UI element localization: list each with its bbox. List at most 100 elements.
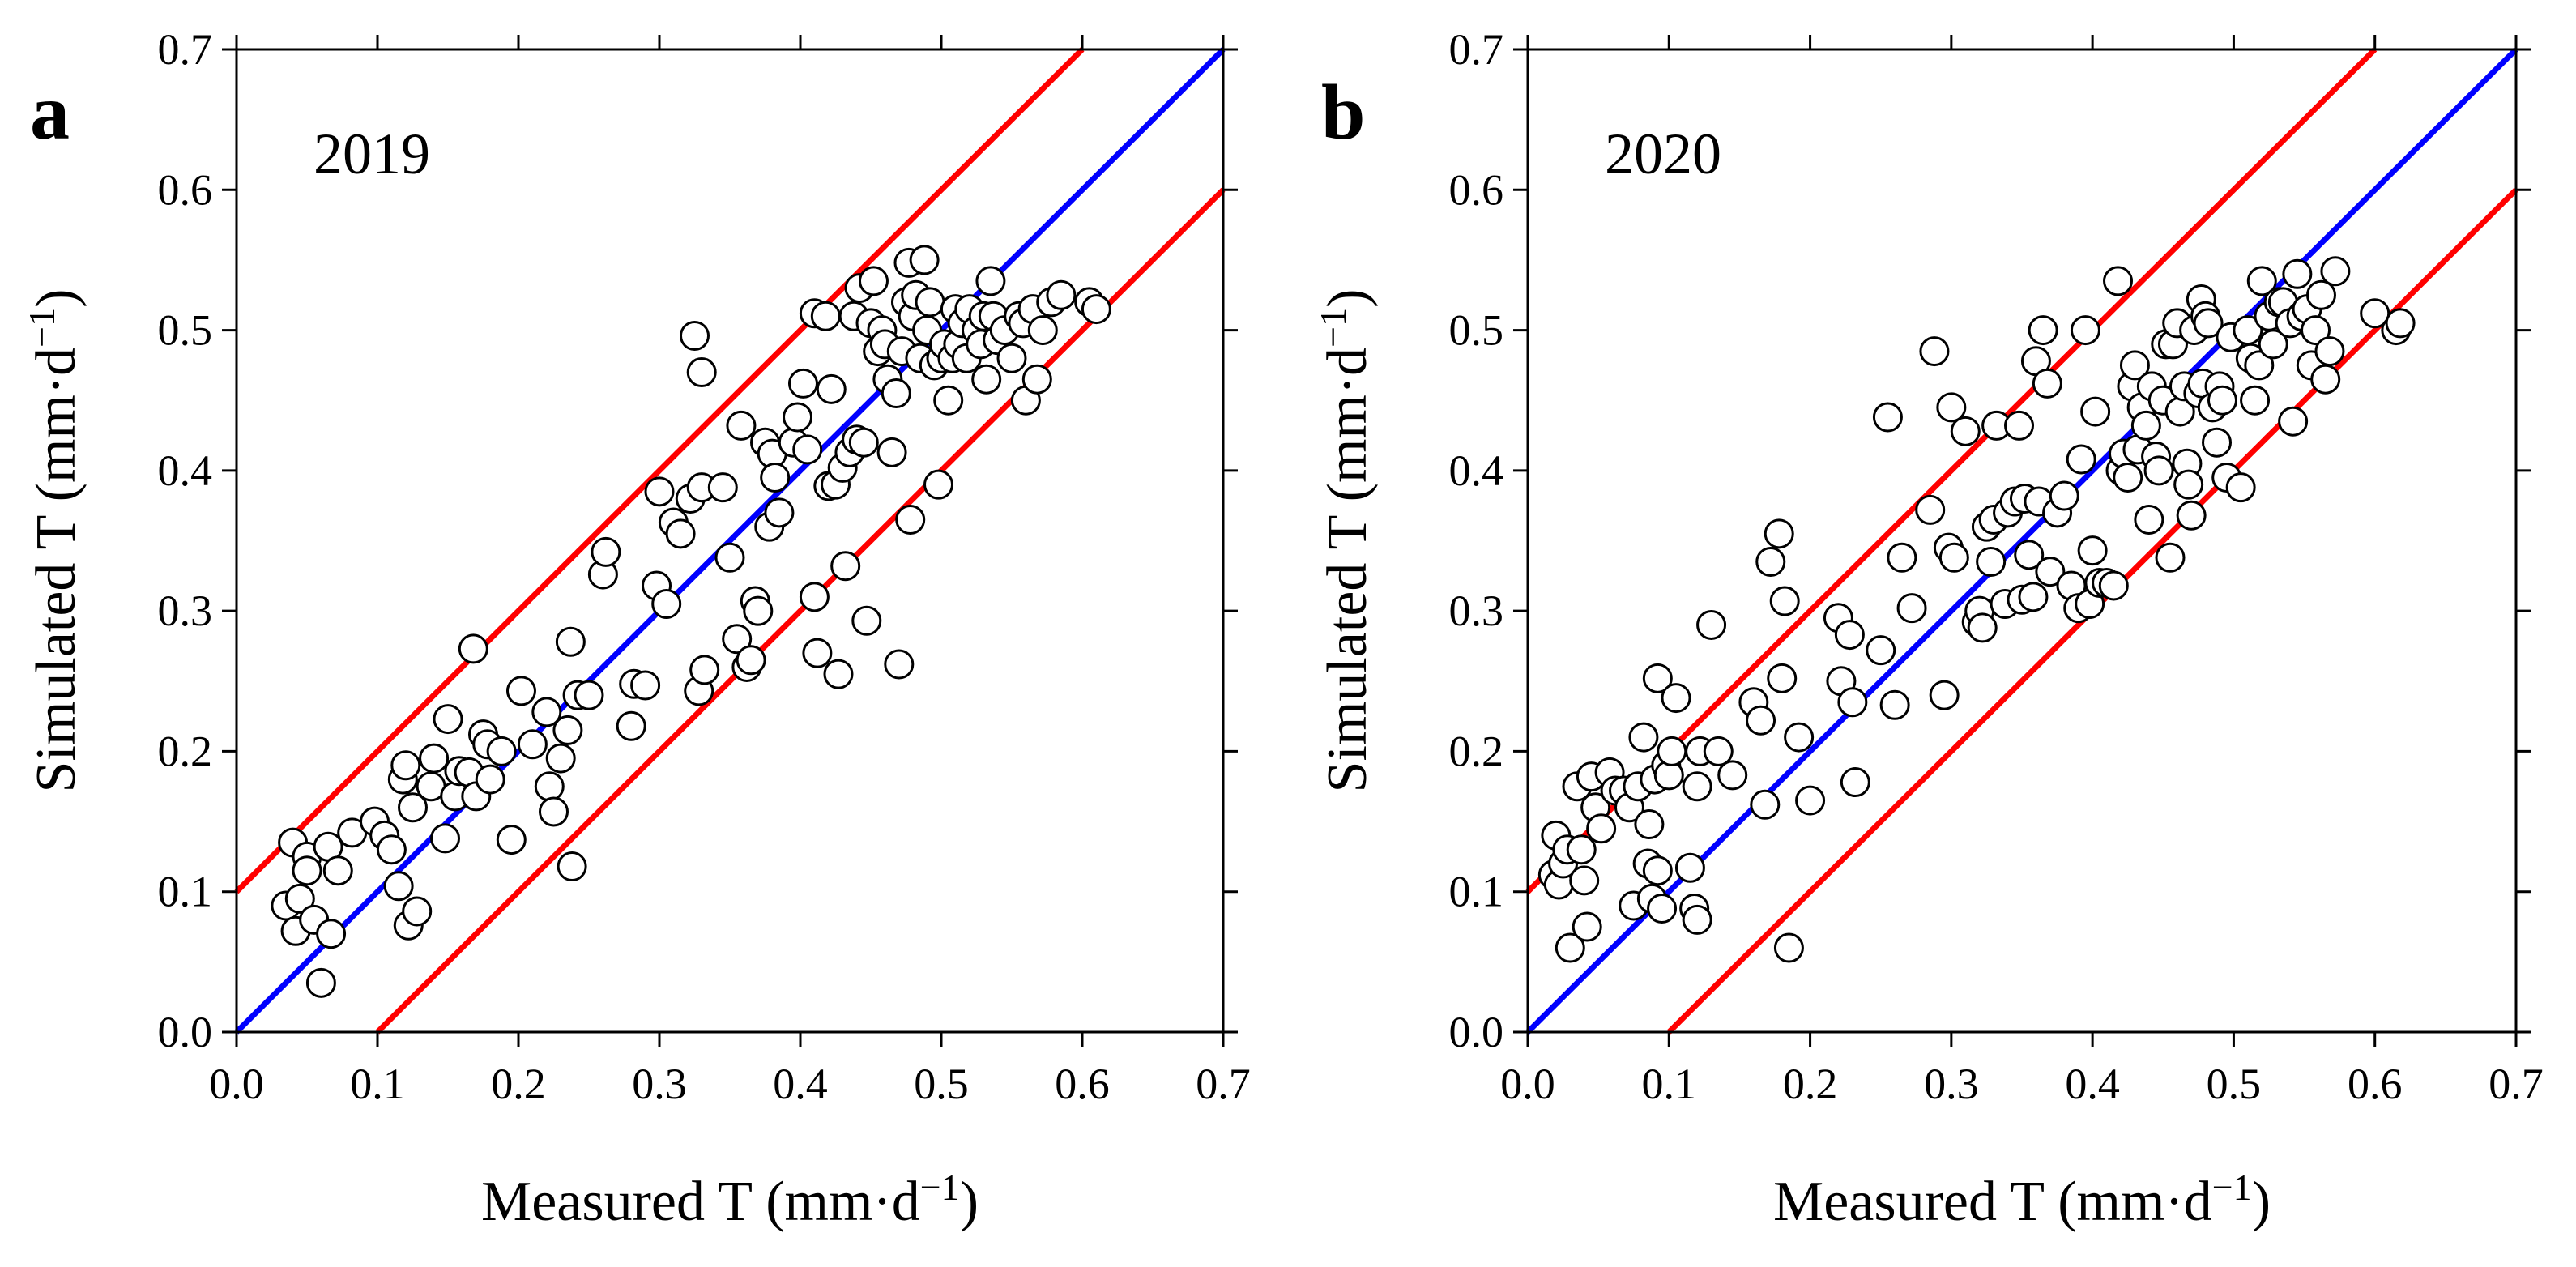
data-point: [651, 588, 682, 619]
data-point: [433, 704, 463, 735]
data-point: [376, 834, 407, 865]
data-point: [933, 385, 964, 416]
data-point: [539, 796, 569, 827]
x-tick-label: 0.3: [1924, 1060, 1979, 1108]
data-point: [830, 551, 861, 582]
data-point: [1764, 518, 1794, 549]
data-point: [2310, 364, 2341, 395]
y-tick-label: 0.3: [158, 587, 213, 635]
data-point: [2049, 480, 2079, 511]
data-point: [1755, 546, 1786, 577]
data-point: [915, 287, 945, 318]
data-point: [810, 301, 841, 331]
data-point: [823, 659, 854, 689]
data-point: [2066, 444, 2096, 475]
data-point: [458, 634, 488, 664]
data-point: [1661, 683, 1691, 714]
data-point: [1784, 722, 1815, 753]
data-point: [1682, 771, 1712, 802]
data-point: [2258, 329, 2288, 360]
y-tick-label: 0.3: [1449, 587, 1504, 635]
data-point: [851, 605, 882, 636]
data-point: [1081, 294, 1111, 325]
data-point: [722, 624, 753, 655]
data-point: [316, 919, 347, 949]
plot-frame: [1526, 48, 2518, 1034]
data-point: [517, 729, 548, 760]
data-point: [686, 357, 717, 388]
data-point: [2193, 308, 2224, 339]
data-point: [591, 536, 621, 567]
data-point: [2134, 505, 2164, 535]
data-point: [1929, 680, 1960, 710]
data-point: [2119, 350, 2150, 381]
x-tick-label: 0.6: [1055, 1060, 1110, 1108]
data-point: [1642, 855, 1673, 886]
data-point: [2320, 256, 2351, 287]
x-tick-label: 0.4: [773, 1060, 828, 1108]
data-point: [2360, 298, 2390, 329]
data-point: [726, 410, 757, 441]
data-point: [884, 649, 915, 680]
x-tick-label: 0.3: [632, 1060, 687, 1108]
data-point: [398, 792, 428, 823]
x-tick-label: 0.7: [2489, 1060, 2544, 1108]
data-point: [858, 266, 889, 296]
data-point: [2143, 455, 2174, 486]
data-point: [1750, 789, 1781, 820]
upper-bound-line: [234, 47, 1085, 894]
data-point: [783, 402, 813, 433]
data-point: [971, 364, 1002, 395]
data-point: [909, 245, 940, 275]
data-point: [996, 343, 1027, 373]
data-point: [764, 497, 795, 528]
data-point: [2225, 472, 2256, 503]
data-point: [881, 378, 911, 409]
data-point: [305, 967, 336, 998]
x-tick-label: 0.5: [914, 1060, 969, 1108]
y-tick-label: 0.4: [158, 446, 213, 495]
data-point: [1915, 494, 1946, 525]
data-point: [2385, 308, 2416, 339]
data-point: [390, 750, 421, 781]
data-point: [475, 764, 505, 795]
data-point: [787, 368, 818, 399]
data-point: [2301, 315, 2331, 346]
data-point: [2080, 396, 2111, 427]
data-point: [1866, 635, 1896, 666]
data-point: [2018, 582, 2049, 612]
data-point: [1967, 612, 1998, 643]
x-tick-label: 0.1: [1642, 1060, 1697, 1108]
data-point: [1569, 865, 1600, 896]
data-point: [1682, 904, 1712, 935]
data-point: [923, 469, 954, 500]
data-point: [1879, 689, 1910, 720]
data-point: [1840, 767, 1870, 798]
data-point: [1938, 542, 1969, 573]
data-point: [975, 266, 1006, 296]
data-point: [1769, 586, 1800, 616]
data-point: [760, 463, 791, 493]
data-point: [531, 697, 562, 727]
data-point: [1674, 852, 1705, 883]
year-label: 2019: [313, 122, 430, 186]
data-point: [545, 743, 576, 774]
y-tick-label: 0.7: [158, 25, 213, 74]
data-point: [486, 736, 517, 766]
y-tick-label: 0.0: [1449, 1008, 1504, 1056]
data-point: [1767, 663, 1798, 693]
data-point: [1657, 736, 1687, 766]
data-point: [534, 771, 565, 802]
data-point: [2155, 542, 2186, 573]
data-point: [419, 743, 450, 774]
data-point: [2278, 406, 2309, 437]
data-point: [2173, 469, 2204, 500]
data-point: [1887, 542, 1917, 573]
data-point: [1703, 736, 1734, 766]
y-tick-label: 0.1: [1449, 868, 1504, 916]
data-point: [2130, 410, 2161, 441]
data-point: [707, 472, 738, 503]
lower-bound-line: [375, 187, 1226, 1035]
data-point: [1976, 546, 2007, 577]
